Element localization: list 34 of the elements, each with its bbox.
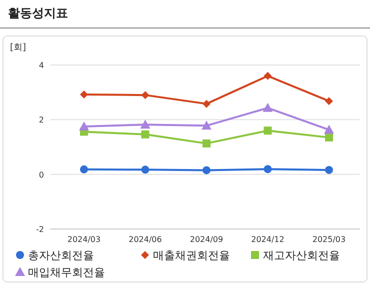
point bbox=[202, 139, 210, 148]
point bbox=[80, 165, 88, 174]
x-tick-label: 2024/03 bbox=[67, 235, 101, 244]
y-tick-label: -2 bbox=[36, 225, 44, 234]
x-tick-label: 2024/12 bbox=[251, 235, 284, 244]
point bbox=[141, 166, 150, 174]
point bbox=[202, 120, 212, 130]
point bbox=[264, 72, 272, 80]
y-tick-label: 4 bbox=[38, 61, 44, 70]
point bbox=[264, 126, 272, 135]
point bbox=[325, 166, 333, 174]
point bbox=[324, 124, 334, 134]
point bbox=[264, 165, 272, 174]
point bbox=[141, 130, 150, 138]
point bbox=[140, 120, 150, 129]
legend-label: 총자산회전율 bbox=[28, 249, 94, 262]
legend-label: 매출채권회전율 bbox=[153, 249, 230, 262]
point bbox=[79, 122, 89, 130]
x-tick-label: 2025/03 bbox=[312, 235, 346, 244]
x-tick-label: 2024/09 bbox=[190, 235, 224, 244]
point bbox=[141, 91, 150, 100]
y-tick-label: 0 bbox=[38, 170, 44, 180]
point bbox=[80, 90, 88, 99]
x-tick-label: 2024/06 bbox=[128, 235, 162, 244]
y-tick-label: 2 bbox=[38, 116, 44, 125]
point bbox=[202, 100, 210, 108]
point bbox=[262, 102, 273, 112]
legend-label: 재고자산회전율 bbox=[263, 249, 340, 262]
point bbox=[325, 133, 333, 142]
legend-label: 매입채무회전율 bbox=[28, 266, 105, 279]
chart-title: 활동성지표 bbox=[8, 6, 68, 20]
point bbox=[325, 97, 333, 106]
y-axis-title: [회] bbox=[10, 43, 26, 53]
point bbox=[202, 166, 210, 174]
